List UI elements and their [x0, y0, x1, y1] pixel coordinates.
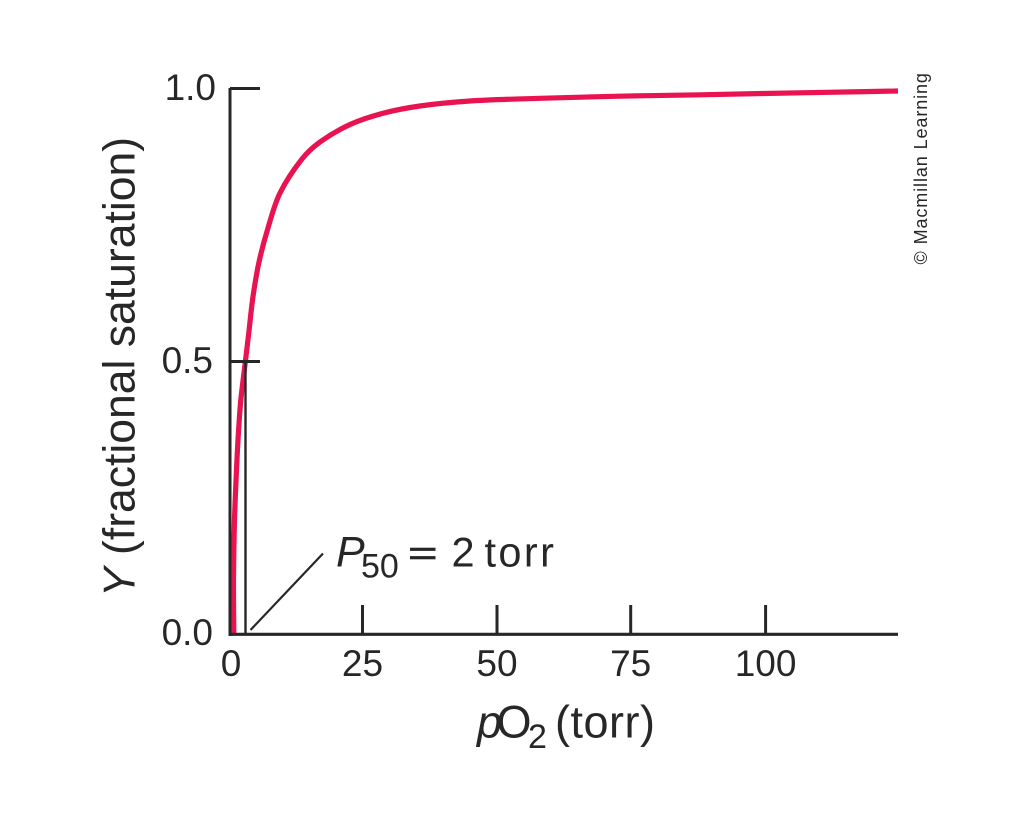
svg-text:0.5: 0.5	[162, 340, 213, 381]
svg-text:Y (fractional saturation): Y (fractional saturation)	[96, 137, 145, 597]
svg-text:pO2(torr): pO2 (torr)	[475, 697, 655, 756]
svg-text:50: 50	[476, 643, 517, 684]
svg-text:0: 0	[221, 643, 242, 684]
svg-text:© Macmillan Learning: © Macmillan Learning	[911, 72, 931, 264]
svg-text:0.0: 0.0	[162, 612, 213, 653]
svg-text:75: 75	[610, 643, 651, 684]
svg-text:100: 100	[735, 643, 797, 684]
svg-text:25: 25	[342, 643, 383, 684]
svg-text:1.0: 1.0	[165, 67, 216, 108]
